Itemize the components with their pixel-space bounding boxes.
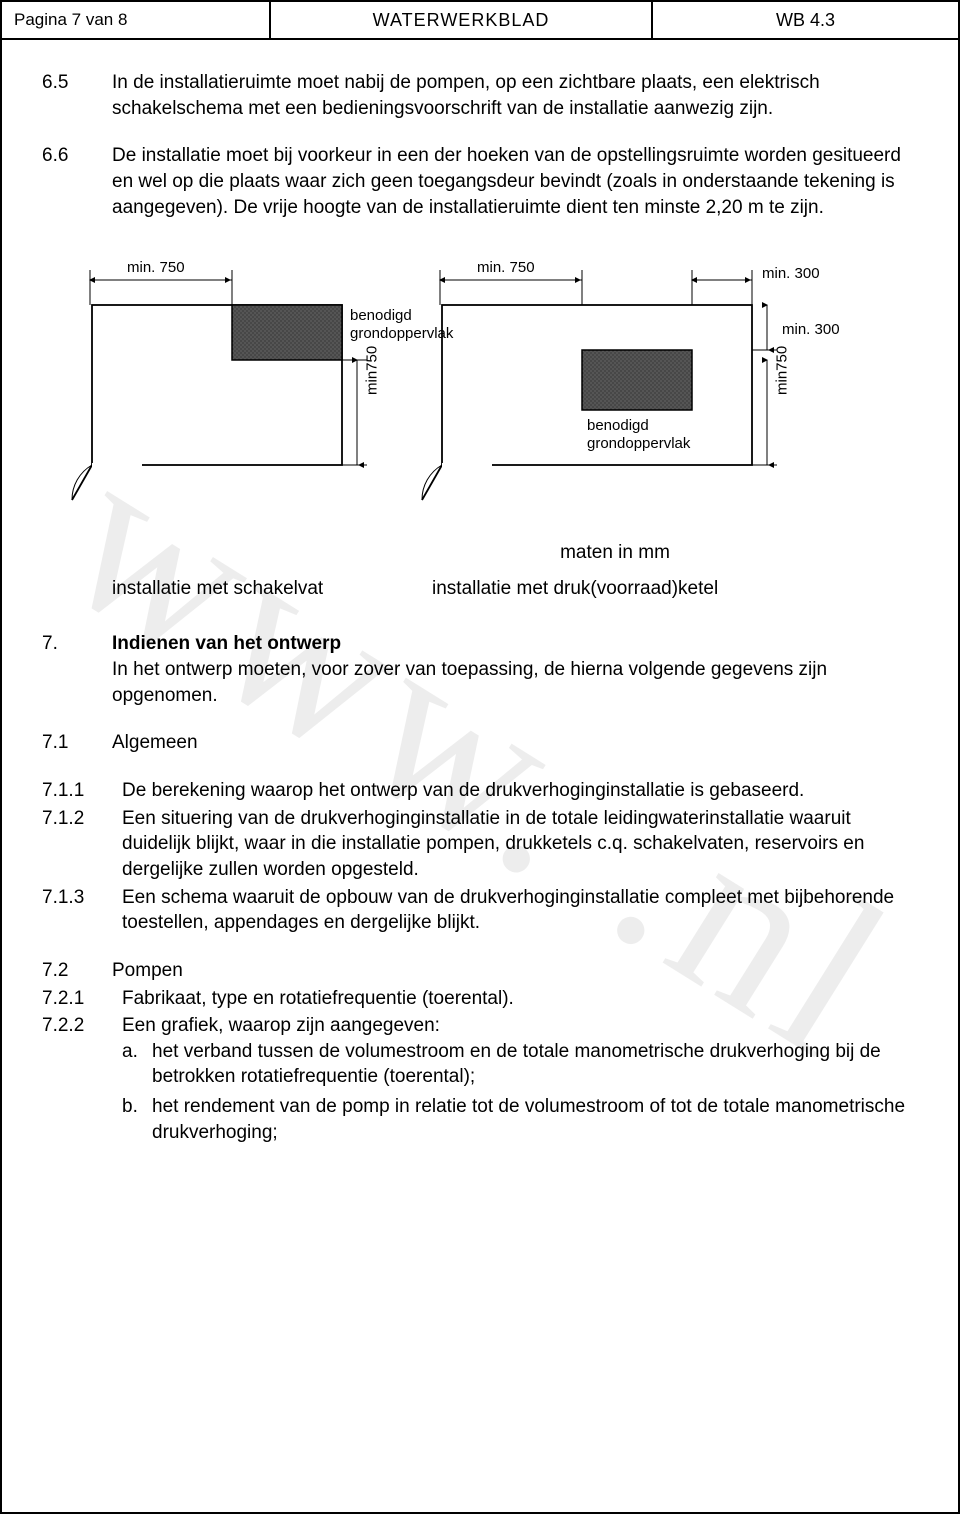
- list-text: het rendement van de pomp in relatie tot…: [152, 1094, 908, 1145]
- caption-right: installatie met druk(voorraad)ketel: [432, 576, 718, 602]
- floor-plan-diagrams: min. 750 benodigd grondoppervlak min750: [42, 260, 908, 520]
- section-number: 7.2.1: [42, 986, 122, 1012]
- label-benodigd2r: grondoppervlak: [587, 435, 691, 452]
- section-7-text: In het ontwerp moeten, voor zover van to…: [112, 659, 827, 706]
- section-7-2-2-intro: Een grafiek, waarop zijn aangegeven:: [122, 1015, 440, 1036]
- section-number: 7.1.1: [42, 778, 122, 804]
- page-header: Pagina 7 van 8 WATERWERKBLAD WB 4.3: [2, 2, 958, 40]
- section-number: 6.6: [42, 143, 112, 220]
- list-item-b: b. het rendement van de pomp in relatie …: [122, 1094, 908, 1145]
- doc-code-cell: WB 4.3: [653, 2, 958, 38]
- section-text: Een grafiek, waarop zijn aangegeven: a. …: [122, 1013, 908, 1149]
- caption-left: installatie met schakelvat: [112, 576, 432, 602]
- dim-label-min750: min. 750: [127, 259, 185, 276]
- section-number: 7.: [42, 631, 112, 708]
- section-text: Algemeen: [112, 730, 908, 756]
- diagram-caption-center: maten in mm: [42, 540, 908, 566]
- section-number: 7.1.3: [42, 885, 122, 936]
- section-text: Een schema waaruit de opbouw van de druk…: [122, 885, 908, 936]
- section-text: Indienen van het ontwerp In het ontwerp …: [112, 631, 908, 708]
- list-text: het verband tussen de volumestroom en de…: [152, 1039, 908, 1090]
- diagram-right: min. 750 min. 300 min. 300: [422, 259, 840, 500]
- section-text: Fabrikaat, type en rotatiefrequentie (to…: [122, 986, 908, 1012]
- section-text: In de installatieruimte moet nabij de po…: [112, 70, 908, 121]
- section-text: Pompen: [112, 958, 908, 984]
- section-7-title: Indienen van het ontwerp: [112, 633, 341, 654]
- section-number: 7.2.2: [42, 1013, 122, 1149]
- list-letter: a.: [122, 1039, 152, 1090]
- section-7-1: 7.1 Algemeen: [42, 730, 908, 756]
- section-number: 7.1.2: [42, 806, 122, 883]
- label-benodigd2: grondoppervlak: [350, 325, 454, 342]
- page-content: 6.5 In de installatieruimte moet nabij d…: [2, 40, 958, 1181]
- section-text: De berekening waarop het ontwerp van de …: [122, 778, 908, 804]
- section-text: Een situering van de drukverhoginginstal…: [122, 806, 908, 883]
- dim-label-min750v: min750: [364, 346, 381, 395]
- dim-label-min750: min. 750: [477, 259, 535, 276]
- section-number: 6.5: [42, 70, 112, 121]
- section-7-2-2-list: a. het verband tussen de volumestroom en…: [122, 1039, 908, 1146]
- section-text: De installatie moet bij voorkeur in een …: [112, 143, 908, 220]
- label-benodigd1: benodigd: [350, 307, 412, 324]
- dim-label-min300: min. 300: [762, 265, 820, 282]
- section-number: 7.1: [42, 730, 112, 756]
- diagram-captions: installatie met schakelvat installatie m…: [42, 576, 908, 602]
- section-7-2: 7.2 Pompen: [42, 958, 908, 984]
- section-6-5: 6.5 In de installatieruimte moet nabij d…: [42, 70, 908, 121]
- list-letter: b.: [122, 1094, 152, 1145]
- page-number-cell: Pagina 7 van 8: [2, 2, 271, 38]
- section-7-2-1: 7.2.1 Fabrikaat, type en rotatiefrequent…: [42, 986, 908, 1012]
- section-7-2-2: 7.2.2 Een grafiek, waarop zijn aangegeve…: [42, 1013, 908, 1149]
- section-number: 7.2: [42, 958, 112, 984]
- section-7-1-1: 7.1.1 De berekening waarop het ontwerp v…: [42, 778, 908, 804]
- section-6-6: 6.6 De installatie moet bij voorkeur in …: [42, 143, 908, 220]
- page: www. .nl Pagina 7 van 8 WATERWERKBLAD WB…: [0, 0, 960, 1514]
- diagram-left: min. 750 benodigd grondoppervlak min750: [72, 259, 454, 500]
- doc-title-cell: WATERWERKBLAD: [271, 2, 653, 38]
- dim-label-min750v: min750: [774, 346, 791, 395]
- label-benodigd1r: benodigd: [587, 417, 649, 434]
- section-7-1-2: 7.1.2 Een situering van de drukverhoging…: [42, 806, 908, 883]
- section-7-1-3: 7.1.3 Een schema waaruit de opbouw van d…: [42, 885, 908, 936]
- section-7: 7. Indienen van het ontwerp In het ontwe…: [42, 631, 908, 708]
- dim-label-min300v: min. 300: [782, 321, 840, 338]
- list-item-a: a. het verband tussen de volumestroom en…: [122, 1039, 908, 1090]
